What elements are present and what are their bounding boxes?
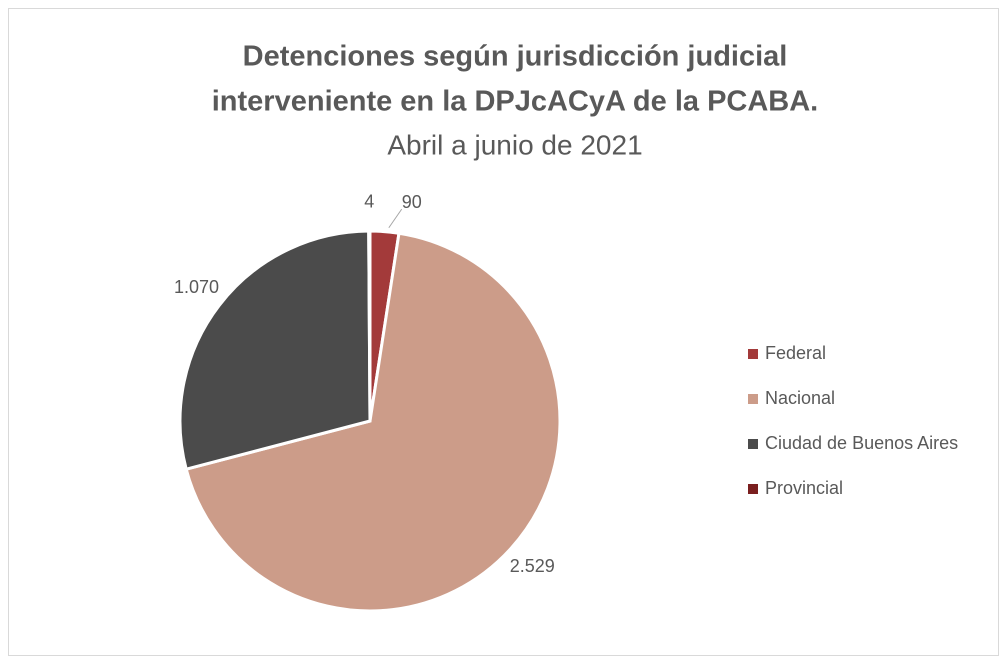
legend-swatch <box>748 394 758 404</box>
data-label: 90 <box>402 192 422 212</box>
chart-title: interveniente en la DPJcACyA de la PCABA… <box>212 86 819 118</box>
legend-label: Provincial <box>765 478 843 498</box>
leader-line <box>388 208 403 229</box>
legend-label: Federal <box>765 343 826 363</box>
pie-slice <box>178 229 372 472</box>
data-label: 4 <box>364 191 374 211</box>
data-label: 2.529 <box>510 556 555 576</box>
legend-swatch <box>748 484 758 494</box>
legend-label: Nacional <box>765 388 835 408</box>
legend-label: Ciudad de Buenos Aires <box>765 433 958 453</box>
legend-swatch <box>748 349 758 359</box>
chart-subtitle: Abril a junio de 2021 <box>387 129 642 160</box>
legend-swatch <box>748 439 758 449</box>
pie-slice <box>367 229 372 422</box>
pie-slice <box>184 231 562 613</box>
chart-title: Detenciones según jurisdicción judicial <box>243 41 788 73</box>
data-label: 1.070 <box>174 277 219 297</box>
